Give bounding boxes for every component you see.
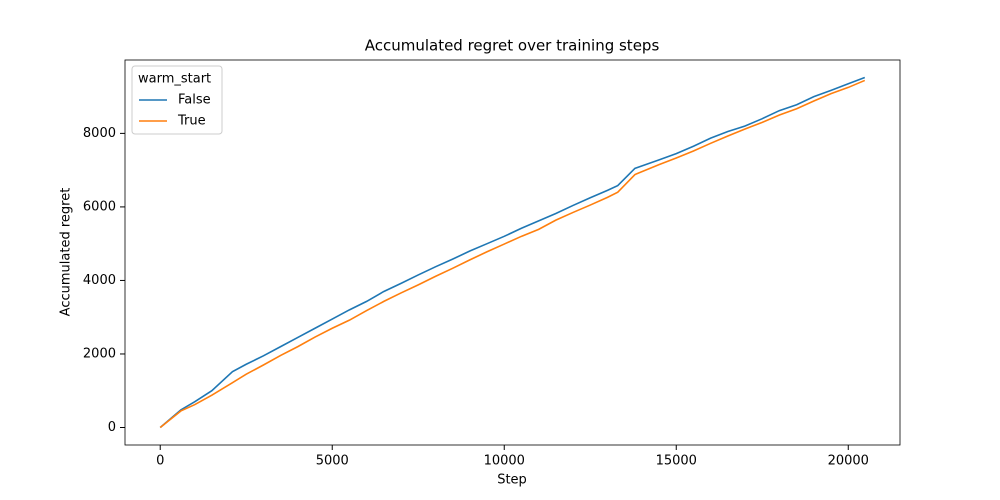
legend-title: warm_start	[138, 72, 211, 87]
y-axis-label: Accumulated regret	[59, 188, 74, 317]
chart-title: Accumulated regret over training steps	[365, 37, 660, 55]
x-axis-label: Step	[497, 473, 527, 488]
x-tick-label: 15000	[656, 454, 697, 469]
legend-box	[131, 65, 223, 135]
y-tick-label: 2000	[83, 346, 116, 361]
x-tick-label: 5000	[316, 454, 349, 469]
line-series	[159, 79, 866, 429]
x-tick-label: 10000	[484, 454, 525, 469]
y-tick-label: 6000	[83, 199, 116, 214]
y-tick-label: 4000	[83, 273, 116, 288]
y-tick-label: 8000	[83, 126, 116, 141]
plot-frame	[124, 59, 901, 446]
x-tick-label: 20000	[828, 454, 869, 469]
x-tick-label: 0	[156, 454, 164, 469]
legend-label: False	[178, 93, 211, 108]
y-tick-label: 0	[108, 420, 116, 435]
line-series	[159, 76, 866, 429]
legend-label: True	[177, 114, 206, 129]
